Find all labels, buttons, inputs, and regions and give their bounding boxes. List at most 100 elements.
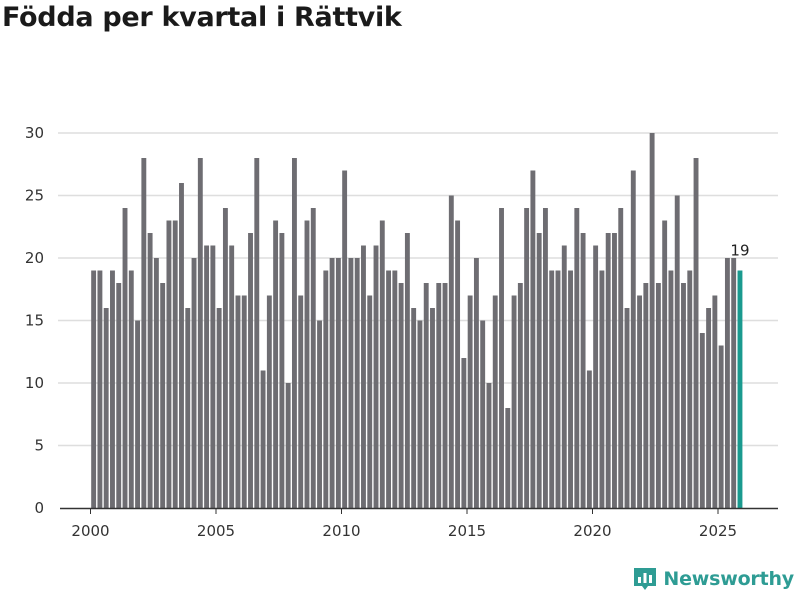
- y-tick-label: 0: [34, 499, 44, 517]
- bar: 2013K2: 18: [423, 283, 429, 508]
- y-tick-label: 5: [34, 437, 44, 455]
- bar: 2011K4: 19: [386, 270, 392, 508]
- bar: 2022K3: 18: [655, 283, 661, 508]
- bar: 2011K3: 23: [379, 220, 385, 508]
- bar: 2009K3: 20: [329, 258, 335, 508]
- bar: 2016K2: 24: [499, 208, 504, 508]
- bar: 2014K2: 25: [448, 195, 454, 508]
- bar: 2017K4: 22: [536, 233, 542, 508]
- bar: 2024K2: 14: [699, 333, 705, 508]
- x-tick-label: 2020: [573, 522, 611, 540]
- bar: 2010K4: 21: [361, 245, 366, 508]
- bar: 2024K4: 17: [712, 295, 718, 508]
- bar: 2016K1: 17: [492, 295, 498, 508]
- bar: 2025K3: 20: [731, 258, 737, 508]
- bar: 2021K4: 17: [637, 295, 643, 508]
- bar: 2015K3: 15: [480, 320, 486, 508]
- bar: 2019K3: 22: [580, 233, 586, 508]
- bar: 2024K3: 16: [706, 308, 712, 508]
- bar: 2023K2: 25: [674, 195, 680, 508]
- bar: 2023K4: 19: [687, 270, 693, 508]
- bar: 2011K1: 17: [367, 295, 373, 508]
- bar: 2000K4: 19: [110, 270, 115, 508]
- data-labels: 19: [730, 242, 749, 260]
- bar: 2005K2: 24: [222, 208, 228, 508]
- bar: 2016K4: 17: [511, 295, 517, 508]
- bar: 2005K1: 16: [216, 308, 222, 508]
- y-axis-tick-labels: 0 5 10 15 20 25 30: [25, 124, 44, 517]
- bar: 2022K4: 23: [662, 220, 668, 508]
- brand-name: Newsworthy: [663, 568, 794, 590]
- bar: 2010K1: 27: [342, 170, 348, 508]
- bar: 2010K2: 20: [348, 258, 354, 508]
- bar: 2009K1: 15: [317, 320, 322, 508]
- bar: 2014K3: 23: [455, 220, 461, 508]
- bar: 2008K4: 24: [310, 208, 316, 508]
- x-tick-label: 2025: [699, 522, 737, 540]
- x-tick-label: 2015: [448, 522, 486, 540]
- x-tick-label: 2000: [71, 522, 109, 540]
- bars: 2000K1: 192000K2: 192000K3: 162000K4: 19…: [91, 133, 743, 508]
- bar: 2004K3: 21: [204, 245, 210, 508]
- bar: 2014K1: 18: [442, 283, 448, 508]
- bar: 2018K2: 19: [549, 270, 555, 508]
- bar: 2005K3: 21: [229, 245, 235, 508]
- bar: 2022K1: 18: [643, 283, 649, 508]
- bar: 2002K3: 20: [153, 258, 159, 508]
- bar: 2006K4: 11: [260, 370, 266, 508]
- bar: 2008K1: 28: [291, 158, 297, 508]
- bar: 2000K1: 19: [91, 270, 97, 508]
- bar: 2004K4: 21: [210, 245, 216, 508]
- bar: 2010K3: 20: [354, 258, 360, 508]
- bar: 2001K1: 18: [116, 283, 122, 508]
- bar: 2008K2: 17: [298, 295, 304, 508]
- bar: 2012K3: 22: [404, 233, 410, 508]
- bar: 2018K4: 21: [561, 245, 567, 508]
- x-tick-label: 2005: [197, 522, 235, 540]
- bar: 2015K2: 20: [473, 258, 479, 508]
- bar: 2000K3: 16: [103, 308, 109, 508]
- bar: 2001K3: 19: [128, 270, 134, 508]
- bar: 2025K2: 20: [724, 258, 730, 508]
- bar: 2012K2: 18: [398, 283, 404, 508]
- bar: 2007K2: 23: [273, 220, 279, 508]
- bar: 2006K2: 22: [248, 233, 253, 508]
- y-tick-label: 25: [25, 187, 44, 205]
- x-axis-tick-labels: 2000 2005 2010 2015 2020 2025: [71, 508, 737, 540]
- bar: 2024K1: 28: [693, 158, 699, 508]
- bar: 2009K4: 20: [335, 258, 341, 508]
- bar: 2019K4: 11: [586, 370, 592, 508]
- bar: 2018K1: 24: [542, 208, 548, 508]
- bar: 2013K3: 16: [430, 308, 435, 508]
- bar: 2019K2: 24: [574, 208, 580, 508]
- bar: 2003K4: 16: [185, 308, 191, 508]
- bar: 2020K4: 22: [612, 233, 617, 508]
- bar: 2023K1: 19: [668, 270, 674, 508]
- chart-title: Födda per kvartal i Rättvik: [2, 2, 402, 33]
- bar: 2007K3: 22: [279, 233, 285, 508]
- bar: 2007K4: 10: [285, 383, 291, 508]
- bar: 2004K2: 28: [197, 158, 203, 508]
- newsworthy-logo-icon: [634, 568, 657, 590]
- bar: 2023K3: 18: [681, 283, 686, 508]
- bar: 2020K3: 22: [605, 233, 611, 508]
- bar: 2003K3: 26: [179, 183, 184, 508]
- bar: 2025K1: 13: [718, 345, 724, 508]
- bar: 2002K2: 22: [147, 233, 153, 508]
- bar: 2000K2: 19: [97, 270, 103, 508]
- bar: 2019K1: 19: [568, 270, 573, 508]
- bar: 2017K2: 24: [524, 208, 530, 508]
- bar: 2022K2: 30: [649, 133, 655, 508]
- bar: 2006K3: 28: [254, 158, 260, 508]
- bar: 2003K1: 23: [166, 220, 172, 508]
- bar: 2013K4: 18: [436, 283, 442, 508]
- x-tick-label: 2010: [322, 522, 360, 540]
- bar: 2012K1: 19: [392, 270, 398, 508]
- bar: 2014K4: 12: [461, 358, 467, 508]
- bar: 2017K1: 18: [517, 283, 523, 508]
- bar: 2001K4: 15: [135, 320, 141, 508]
- y-tick-label: 10: [25, 374, 44, 392]
- bar: 2005K4: 17: [235, 295, 241, 508]
- bar: 2021K3: 27: [630, 170, 636, 508]
- bar: 2021K1: 24: [618, 208, 624, 508]
